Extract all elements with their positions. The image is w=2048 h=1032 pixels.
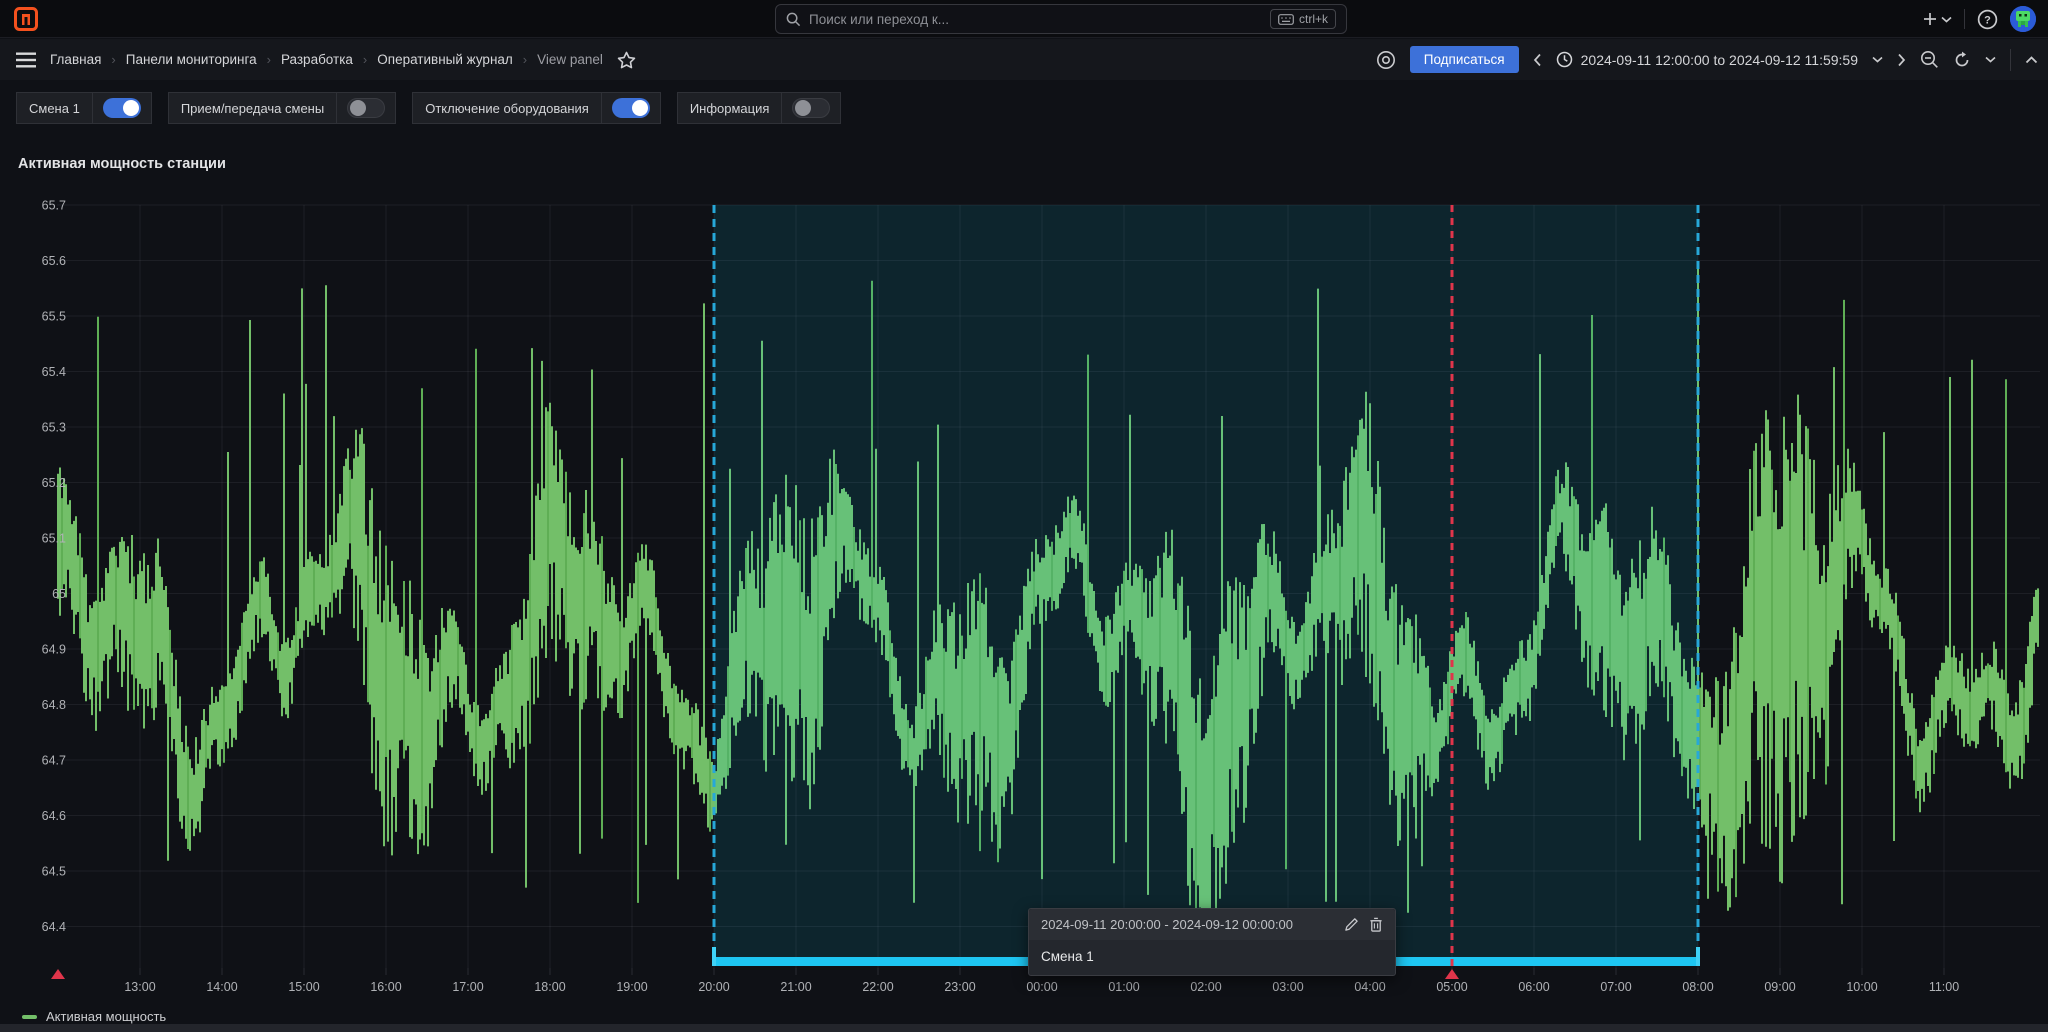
annotation-region[interactable]: [714, 205, 1698, 966]
x-axis-label: 07:00: [1600, 980, 1631, 994]
x-axis-label: 15:00: [288, 980, 319, 994]
annotation-tooltip-header: 2024-09-11 20:00:00 - 2024-09-12 00:00:0…: [1029, 909, 1395, 940]
x-axis-label: 17:00: [452, 980, 483, 994]
x-axis-label: 19:00: [616, 980, 647, 994]
annotation-event-marker[interactable]: [1445, 969, 1459, 979]
x-axis-label: 06:00: [1518, 980, 1549, 994]
horizontal-scrollbar[interactable]: [0, 1024, 2048, 1032]
y-axis-label: 64.6: [42, 809, 66, 823]
chart-legend[interactable]: Активная мощность: [22, 1009, 166, 1024]
x-axis-label: 18:00: [534, 980, 565, 994]
y-axis-label: 64.8: [42, 698, 66, 712]
x-axis-label: 13:00: [124, 980, 155, 994]
x-axis-label: 10:00: [1846, 980, 1877, 994]
y-axis-label: 65.6: [42, 254, 66, 268]
x-axis-label: 22:00: [862, 980, 893, 994]
y-axis-label: 64.4: [42, 920, 66, 934]
y-axis-label: 64.9: [42, 643, 66, 657]
y-axis-label: 65.2: [42, 476, 66, 490]
legend-swatch: [22, 1015, 37, 1019]
x-axis-label: 23:00: [944, 980, 975, 994]
x-axis-label: 14:00: [206, 980, 237, 994]
x-axis-label: 20:00: [698, 980, 729, 994]
y-axis-label: 65.1: [42, 532, 66, 546]
x-axis-label: 04:00: [1354, 980, 1385, 994]
delete-annotation-icon[interactable]: [1369, 917, 1383, 932]
y-axis-label: 65.3: [42, 421, 66, 435]
x-axis-label: 08:00: [1682, 980, 1713, 994]
x-axis-label: 00:00: [1026, 980, 1057, 994]
x-axis-label: 09:00: [1764, 980, 1795, 994]
x-axis-label: 01:00: [1108, 980, 1139, 994]
y-axis-label: 65: [52, 587, 66, 601]
y-axis-label: 65.7: [42, 199, 66, 213]
edit-annotation-icon[interactable]: [1344, 917, 1359, 932]
y-axis-label: 65.4: [42, 365, 66, 379]
annotation-region-start-cap: [712, 947, 716, 966]
time-series-chart[interactable]: 65.7 65.6 65.5 65.4 65.3 65.2 65.1 65 64.9 64.8 64…: [0, 0, 2048, 1032]
x-axis-label: 21:00: [780, 980, 811, 994]
x-axis-label: 02:00: [1190, 980, 1221, 994]
annotation-tooltip: 2024-09-11 20:00:00 - 2024-09-12 00:00:0…: [1028, 908, 1396, 976]
x-axis-label: 11:00: [1929, 980, 1959, 994]
x-axis-label: 03:00: [1272, 980, 1303, 994]
annotation-label: Смена 1: [1029, 940, 1395, 975]
x-axis-label: 16:00: [370, 980, 401, 994]
legend-label: Активная мощность: [46, 1009, 166, 1024]
annotation-time-range: 2024-09-11 20:00:00 - 2024-09-12 00:00:0…: [1041, 917, 1344, 932]
y-axis-label: 65.5: [42, 310, 66, 324]
x-axis-label: 05:00: [1436, 980, 1467, 994]
y-axis-label: 64.7: [42, 754, 66, 768]
annotation-region-end-cap: [1696, 947, 1700, 966]
annotation-start-marker[interactable]: [51, 969, 65, 979]
y-axis-label: 64.5: [42, 865, 66, 879]
